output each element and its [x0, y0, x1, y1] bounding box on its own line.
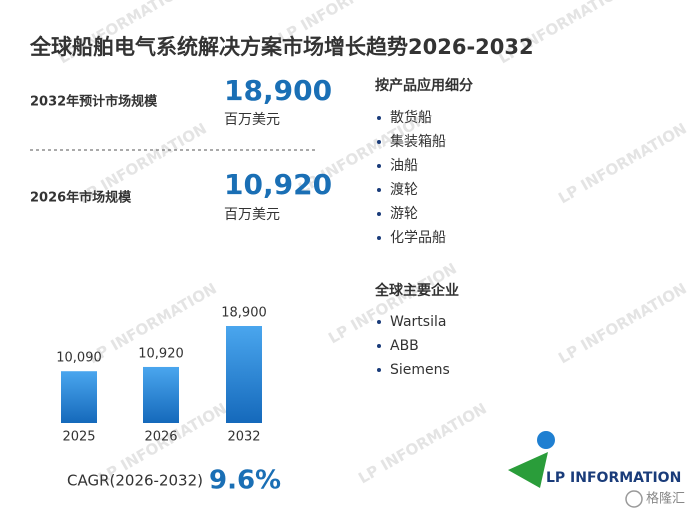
- bullet: [377, 116, 381, 120]
- value-label: 18,900: [221, 306, 267, 321]
- list-item: Siemens: [390, 362, 450, 378]
- cagr-value: 9.6%: [209, 466, 281, 496]
- bullet: [377, 236, 381, 240]
- value-label: 10,920: [138, 346, 184, 361]
- watermark: LP INFORMATION: [555, 119, 690, 207]
- watermark: LP INFORMATION: [325, 259, 460, 347]
- stat-unit: 百万美元: [224, 207, 280, 223]
- bullet: [377, 164, 381, 168]
- bullet: [377, 368, 381, 372]
- bar: [61, 371, 97, 423]
- cagr-label: CAGR(2026-2032): [67, 472, 203, 490]
- bullet: [377, 188, 381, 192]
- list-heading: 全球主要企业: [374, 282, 459, 299]
- stat-label: 2026年市场规模: [30, 190, 132, 206]
- bullet: [377, 140, 381, 144]
- bullet: [377, 212, 381, 216]
- stat-value: 10,920: [224, 168, 332, 201]
- list-item: 化学品船: [390, 230, 446, 246]
- list-item: 散货船: [390, 109, 432, 126]
- list-item: Wartsila: [390, 314, 446, 330]
- watermark: LP INFORMATION: [555, 279, 690, 367]
- source: 格隆汇: [646, 491, 685, 507]
- bullet: [377, 320, 381, 324]
- stat-label: 2032年预计市场规模: [30, 94, 158, 110]
- x-tick-label: 2026: [144, 430, 177, 445]
- list-item: 集装箱船: [390, 133, 446, 150]
- list-item: 油船: [390, 158, 418, 174]
- title: 全球船舶电气系统解决方案市场增长趋势2026-2032: [29, 35, 534, 59]
- list-item: ABB: [390, 338, 419, 354]
- x-tick-label: 2025: [62, 430, 95, 445]
- bullet: [377, 344, 381, 348]
- bar: [226, 326, 262, 423]
- bar: [143, 366, 179, 423]
- stat-unit: 百万美元: [224, 112, 280, 128]
- list-item: 游轮: [390, 206, 418, 222]
- source-badge: 格隆汇: [625, 490, 685, 508]
- watermark: LP INFORMATION: [355, 399, 490, 487]
- value-label: 10,090: [56, 351, 102, 366]
- list-heading: 按产品应用细分: [375, 77, 473, 94]
- x-tick-label: 2032: [227, 430, 260, 445]
- logo: LP INFORMATION: [508, 431, 681, 488]
- logo-text: LP INFORMATION: [546, 470, 681, 486]
- stat-value: 18,900: [224, 74, 332, 107]
- list-item: 渡轮: [390, 182, 418, 198]
